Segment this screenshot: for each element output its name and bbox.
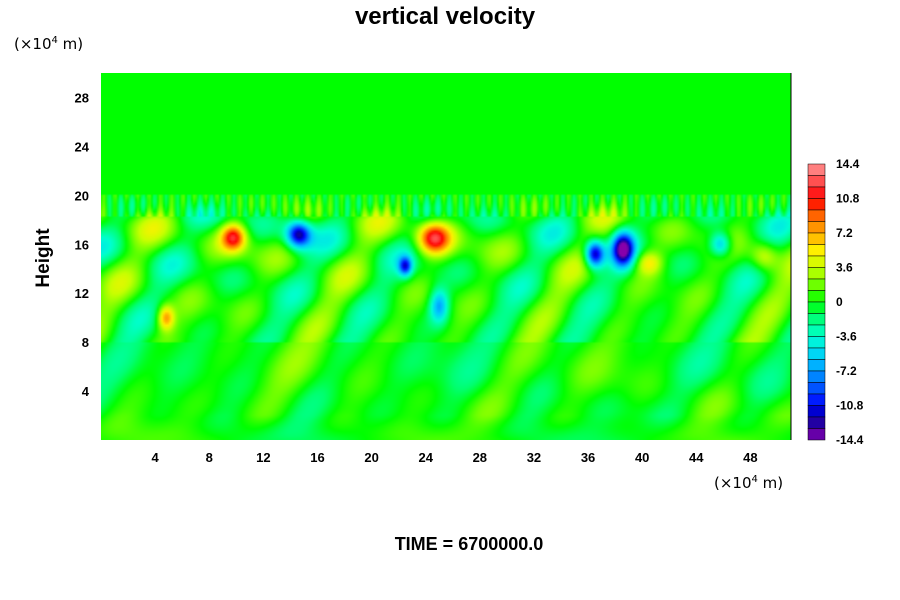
y-axis-unit: (×104 m)	[14, 35, 83, 53]
colorbar-level	[807, 244, 826, 257]
x-tick-label: 20	[364, 450, 378, 465]
y-tick-label: 12	[75, 286, 89, 301]
y-tick-label: 16	[75, 237, 89, 252]
colorbar-tick-label: -7.2	[836, 364, 857, 378]
y-tick-label: 8	[82, 335, 89, 350]
velocity-field	[101, 73, 791, 440]
y-tick-label: 4	[82, 384, 90, 399]
x-tick-label: 48	[743, 450, 757, 465]
x-axis-ticks: 4 8 12 16 20 24 28 32 36 40 44 48	[152, 450, 758, 465]
colorbar	[807, 163, 826, 441]
colorbar-level	[807, 186, 826, 199]
colorbar-level	[807, 324, 826, 337]
colorbar-level	[807, 290, 826, 303]
colorbar-level	[807, 336, 826, 349]
x-axis-unit: (×104 m)	[714, 474, 783, 492]
colorbar-level	[807, 198, 826, 211]
chart-title: vertical velocity	[355, 3, 536, 30]
time-label: TIME = 6700000.0	[395, 534, 544, 554]
colorbar-level	[807, 221, 826, 234]
x-tick-label: 28	[473, 450, 487, 465]
colorbar-level	[807, 393, 826, 406]
colorbar-tick-label: -10.8	[836, 399, 864, 413]
y-axis-ticks: 4 8 12 16 20 24 28	[75, 90, 90, 399]
colorbar-tick-label: 3.6	[836, 261, 853, 275]
y-tick-label: 20	[75, 188, 89, 203]
colorbar-tick-label: 7.2	[836, 226, 853, 240]
colorbar-level	[807, 428, 826, 441]
x-tick-label: 44	[689, 450, 704, 465]
x-tick-label: 36	[581, 450, 595, 465]
colorbar-level	[807, 416, 826, 429]
colorbar-tick-label: 10.8	[836, 192, 860, 206]
colorbar-level	[807, 313, 826, 326]
colorbar-level	[807, 163, 826, 176]
colorbar-tick-label: -3.6	[836, 330, 857, 344]
x-tick-label: 4	[152, 450, 160, 465]
plot-area	[101, 73, 792, 440]
colorbar-level	[807, 232, 826, 245]
colorbar-level	[807, 267, 826, 280]
colorbar-tick-label: -14.4	[836, 433, 864, 447]
colorbar-level	[807, 255, 826, 268]
colorbar-level	[807, 370, 826, 383]
x-tick-label: 24	[418, 450, 433, 465]
colorbar-level	[807, 278, 826, 291]
y-tick-label: 24	[75, 139, 90, 154]
x-tick-label: 16	[310, 450, 324, 465]
x-tick-label: 32	[527, 450, 541, 465]
colorbar-level	[807, 405, 826, 418]
colorbar-level	[807, 347, 826, 360]
colorbar-level	[807, 209, 826, 222]
colorbar-tick-label: 0	[836, 295, 843, 309]
colorbar-level	[807, 359, 826, 372]
colorbar-level	[807, 382, 826, 395]
colorbar-level	[807, 175, 826, 188]
x-tick-label: 12	[256, 450, 270, 465]
colorbar-ticks: 14.4 10.8 7.2 3.6 0 -3.6 -7.2 -10.8 -14.4	[836, 157, 864, 447]
colorbar-level	[807, 301, 826, 314]
y-tick-label: 28	[75, 90, 89, 105]
x-tick-label: 40	[635, 450, 649, 465]
y-axis-label: Height	[33, 228, 54, 288]
x-tick-label: 8	[206, 450, 213, 465]
colorbar-tick-label: 14.4	[836, 157, 860, 171]
